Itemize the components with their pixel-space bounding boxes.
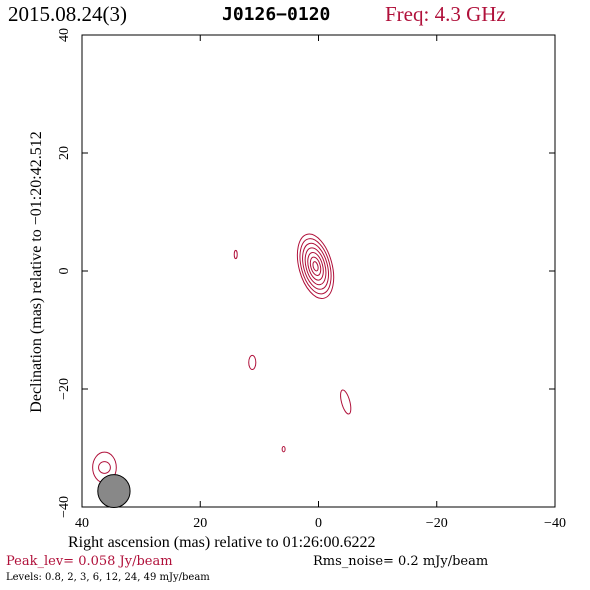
- x-tick-label: −40: [544, 516, 566, 531]
- contour-core: [307, 251, 324, 281]
- x-tick-label: 40: [75, 516, 89, 531]
- source-name: J0126−0120: [222, 4, 331, 25]
- x-tick-label: 0: [315, 516, 322, 531]
- x-tick-label: 20: [193, 516, 207, 531]
- plot-frame: [81, 34, 556, 508]
- contour-levels: Levels: 0.8, 2, 3, 6, 12, 24, 49 mJy/bea…: [6, 572, 210, 583]
- y-tick-label: −40: [57, 496, 72, 518]
- y-tick-label: −20: [57, 378, 72, 400]
- contour-core: [309, 256, 322, 276]
- x-axis-label: Right ascension (mas) relative to 01:26:…: [68, 534, 376, 551]
- peak-level: Peak_lev= 0.058 Jy/beam: [6, 554, 173, 569]
- observation-date: 2015.08.24(3): [8, 2, 127, 26]
- rms-noise: Rms_noise= 0.2 mJy/beam: [313, 554, 489, 569]
- contour-blob1: [233, 249, 238, 260]
- beam-ellipse: [97, 474, 131, 509]
- y-tick-label: 20: [57, 146, 72, 160]
- contour-core: [312, 261, 319, 272]
- contour-core: [299, 238, 332, 295]
- contour-blob2: [248, 354, 257, 371]
- y-tick-label: 0: [57, 268, 72, 275]
- y-axis-label: Declination (mas) relative to −01:20:42.…: [28, 131, 45, 412]
- y-tick-label: 40: [57, 28, 72, 42]
- contour-core: [296, 233, 335, 299]
- contour-blob3: [340, 389, 352, 415]
- contour-blob4: [281, 446, 286, 453]
- contour-blob5: [98, 461, 111, 474]
- contour-core: [302, 242, 329, 290]
- x-tick-label: −20: [426, 516, 448, 531]
- contour-core: [304, 247, 327, 286]
- frequency-label: Freq: 4.3 GHz: [385, 2, 506, 26]
